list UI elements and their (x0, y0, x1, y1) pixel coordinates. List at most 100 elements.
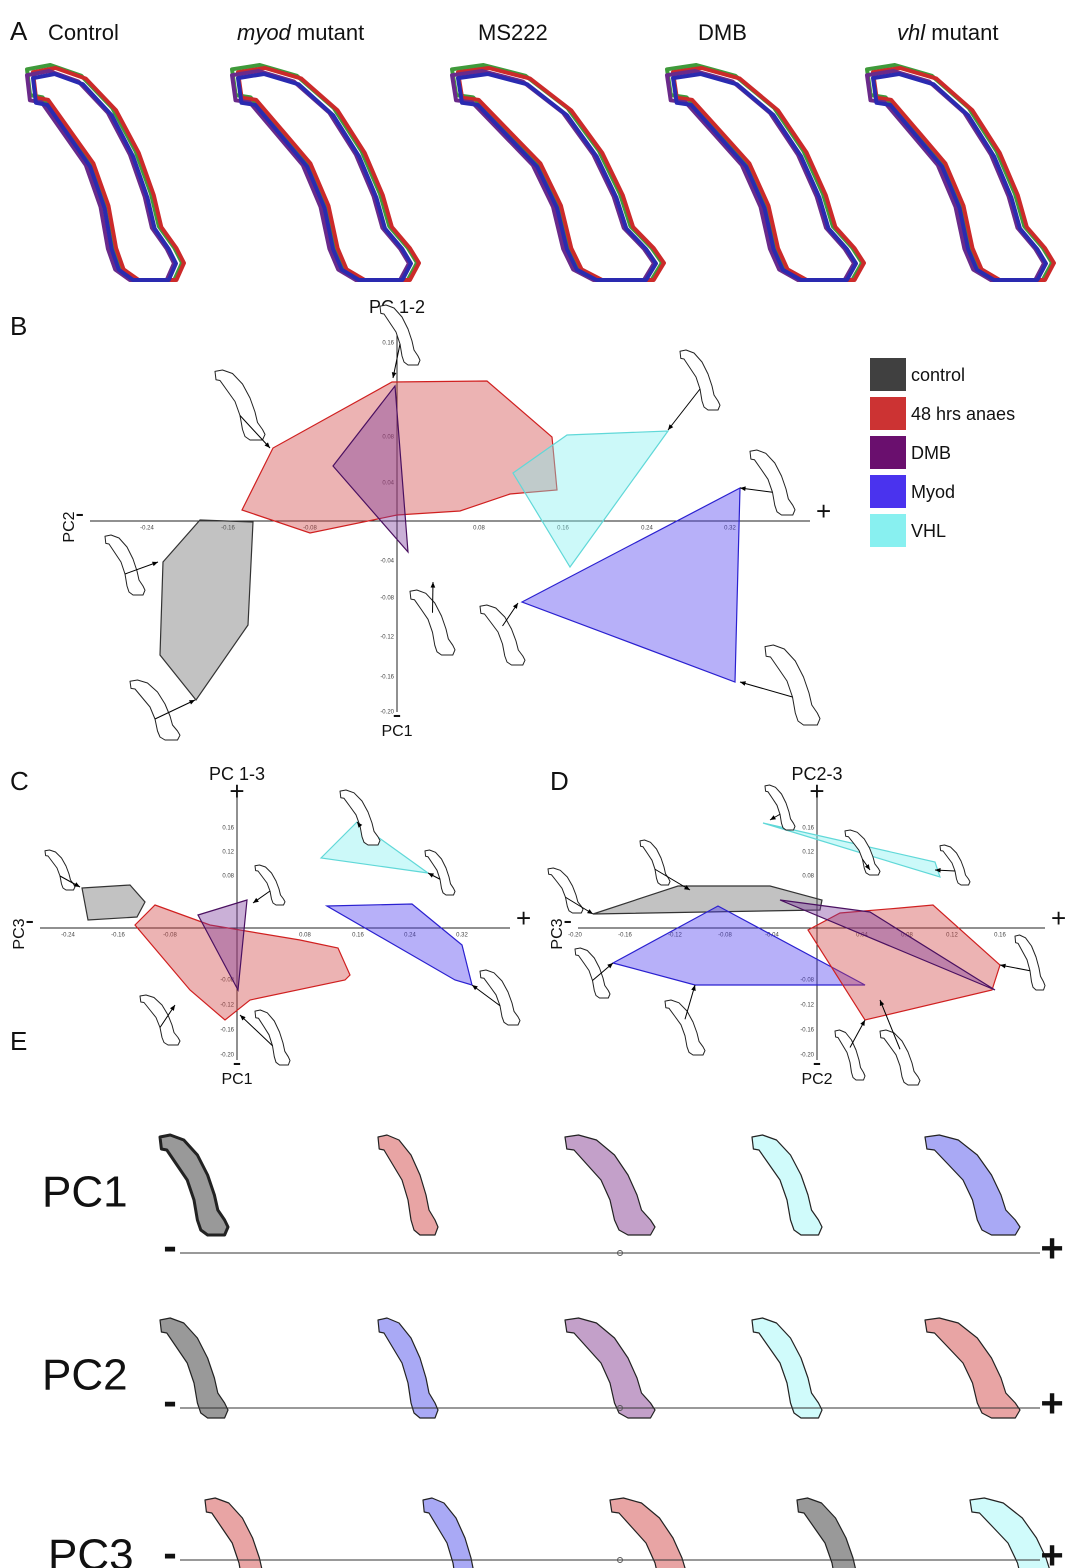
shape-icon (45, 850, 75, 890)
arrow-head (740, 486, 746, 491)
x-tick-label: 0.16 (994, 933, 1006, 939)
panel-label: E (10, 1026, 27, 1056)
x-tick-label: -0.24 (61, 933, 75, 939)
bone-outline (458, 74, 656, 280)
row-label: PC3 (48, 1531, 134, 1568)
arrow-head (513, 603, 518, 609)
shape-icon (140, 995, 180, 1045)
y-tick-label: -0.12 (380, 635, 394, 641)
group-hull (593, 886, 822, 914)
y-axis-label: PC2 (61, 511, 78, 542)
legend-swatch (870, 514, 906, 547)
arrow-head (170, 1005, 175, 1011)
panel-title: vhl mutant (897, 20, 999, 45)
mean-shape (423, 1498, 483, 1568)
x-tick-label: 0.08 (299, 933, 311, 939)
plus-sign: + (816, 496, 831, 526)
x-axis-label: PC1 (381, 723, 412, 740)
y-tick-label: 0.08 (222, 874, 234, 880)
y-tick-label: -0.04 (380, 559, 394, 565)
plus-sign: + (1051, 903, 1065, 933)
mean-shape (378, 1135, 438, 1235)
arrow-head (253, 898, 259, 903)
panel-label: A (10, 16, 28, 46)
plus-sign: + (229, 776, 244, 806)
panel-title: MS222 (478, 20, 548, 45)
mean-shape (752, 1135, 822, 1235)
bone-outline (238, 74, 411, 280)
legend-label: control (911, 365, 965, 385)
y-tick-label: -0.12 (800, 1003, 814, 1009)
x-tick-label: -0.16 (618, 933, 632, 939)
title-part: DMB (698, 20, 747, 45)
group-hull (82, 885, 145, 920)
shape-icon (680, 350, 720, 410)
shape-icon (130, 680, 180, 740)
y-tick-label: -0.20 (380, 710, 394, 716)
plus-sign: + (809, 776, 824, 806)
legend-label: Myod (911, 482, 955, 502)
arrow-line (740, 682, 793, 697)
y-tick-label: 0.12 (222, 850, 234, 856)
x-tick-label: -0.24 (140, 526, 154, 532)
shape-icon (940, 845, 970, 885)
shape-icon (1015, 935, 1045, 990)
shape-icon (750, 450, 795, 515)
minus-sign: - (163, 1225, 176, 1269)
shape-icon (640, 840, 670, 885)
legend-label: DMB (911, 443, 951, 463)
mean-shape (925, 1135, 1020, 1235)
shape-icon (835, 1030, 865, 1080)
arrow-head (152, 562, 158, 566)
x-tick-label: 0.16 (352, 933, 364, 939)
mean-shape (205, 1498, 273, 1568)
x-tick-label: 0.08 (473, 526, 485, 532)
mean-shape (565, 1318, 655, 1418)
x-tick-label: -0.16 (111, 933, 125, 939)
italic-part: myod (237, 20, 292, 45)
panel-title: myod mutant (237, 20, 364, 45)
legend-swatch (870, 358, 906, 391)
panel-label: B (10, 311, 27, 341)
title-part: mutant (931, 20, 998, 45)
y-tick-label: -0.20 (220, 1053, 234, 1059)
shape-icon (105, 535, 145, 595)
group-hull (321, 822, 428, 873)
row-label: PC2 (42, 1351, 128, 1400)
arrow-head (1000, 964, 1006, 969)
legend-swatch (870, 397, 906, 430)
mean-shape (378, 1318, 438, 1418)
plus-sign: + (1040, 1382, 1063, 1426)
arrow-line (668, 389, 700, 430)
y-tick-label: 0.16 (802, 826, 814, 832)
arrow-head (740, 681, 746, 685)
legend-label: VHL (911, 521, 946, 541)
y-tick-label: 0.08 (802, 874, 814, 880)
arrow-head (431, 582, 436, 588)
panel-title: Control (48, 20, 119, 45)
shape-icon (880, 1030, 920, 1085)
minus-sign: - (163, 1380, 176, 1424)
minus-sign: - (163, 1532, 176, 1568)
y-tick-label: -0.16 (800, 1028, 814, 1034)
y-tick-label: 0.16 (222, 826, 234, 832)
title-part: MS222 (478, 20, 548, 45)
y-tick-label: -0.20 (800, 1053, 814, 1059)
shape-icon (215, 370, 265, 440)
mean-shape (160, 1135, 228, 1235)
mean-shape (752, 1318, 822, 1418)
panel-label: D (550, 766, 569, 796)
panel-title: DMB (698, 20, 747, 45)
x-tick-label: 0.24 (641, 526, 653, 532)
x-tick-label: 0.32 (456, 933, 468, 939)
y-tick-label: -0.16 (380, 675, 394, 681)
panel-label: C (10, 766, 29, 796)
bone-outline (873, 74, 1046, 280)
x-tick-label: -0.20 (568, 933, 582, 939)
group-hull (160, 520, 253, 700)
figure: A B C D E Control myod mutant MS222 DMB vhl … (0, 0, 1065, 1568)
bone-outline (33, 74, 176, 280)
x-axis-label: PC2 (801, 1071, 832, 1088)
title-part: mutant (297, 20, 364, 45)
legend-label: 48 hrs anaes (911, 404, 1015, 424)
